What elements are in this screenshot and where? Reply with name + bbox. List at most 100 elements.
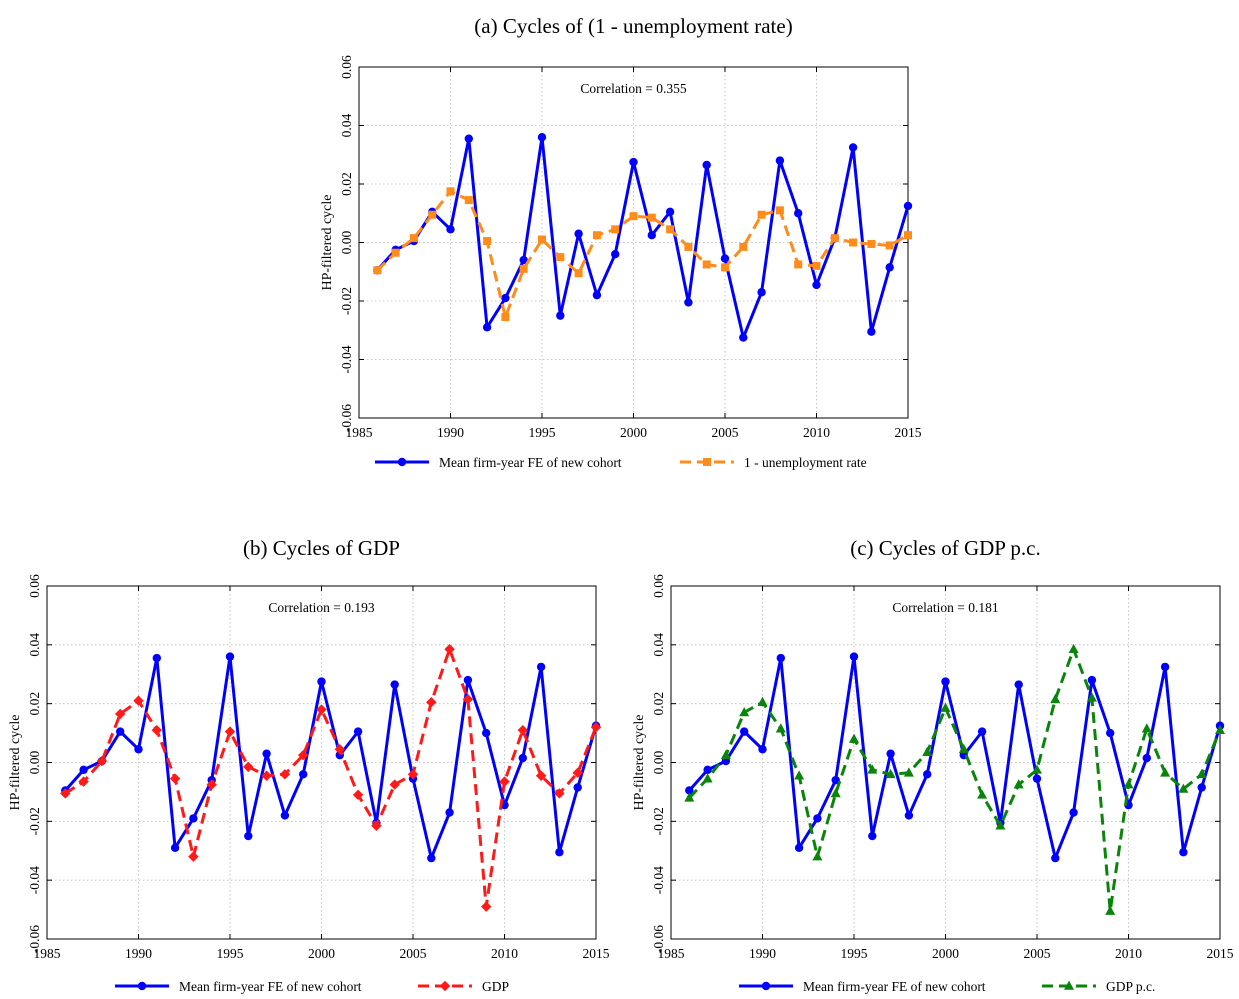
data-point-circle — [903, 201, 913, 211]
data-point-square — [428, 210, 437, 219]
data-point-circle — [518, 753, 527, 763]
data-point-diamond — [352, 789, 364, 801]
data-point-square — [666, 225, 675, 234]
data-point-circle — [758, 745, 767, 754]
data-point-circle — [703, 765, 712, 775]
data-point-triangle — [757, 696, 768, 706]
data-point-circle — [482, 323, 492, 332]
data-point-circle — [463, 675, 473, 685]
data-point-square — [830, 234, 839, 243]
data-point-circle — [299, 770, 308, 779]
x-tick-label: 1995 — [217, 946, 244, 961]
data-point-circle — [556, 311, 565, 320]
data-point-square — [391, 248, 400, 257]
data-point-diamond — [316, 704, 327, 715]
data-point-circle — [225, 652, 235, 661]
legend-label: Mean firm-year FE of new cohort — [179, 979, 362, 994]
data-point-diamond — [371, 820, 382, 831]
data-point-circle — [1069, 808, 1078, 817]
data-point-square — [812, 261, 821, 270]
y-tick-label: 0.00 — [339, 230, 354, 254]
data-point-circle — [849, 652, 859, 661]
legend-swatch-marker — [761, 981, 771, 991]
data-point-triangle — [849, 733, 859, 743]
data-point-triangle — [1178, 783, 1189, 793]
y-tick-label: 0.02 — [27, 692, 42, 716]
panel-unemployment: (a) Cycles of (1 - unemployment rate) -0.… — [320, 14, 922, 470]
y-tick-label: -0.02 — [27, 807, 42, 835]
data-point-diamond — [426, 696, 437, 708]
data-point-square — [501, 313, 510, 322]
data-point-circle — [170, 843, 180, 853]
data-point-triangle — [775, 723, 786, 733]
data-point-circle — [1051, 853, 1060, 863]
data-point-square — [684, 242, 693, 251]
y-tick-label: -0.04 — [27, 866, 42, 894]
data-point-circle — [1106, 728, 1115, 738]
data-point-triangle — [830, 787, 841, 798]
y-tick-label: 0.00 — [27, 750, 42, 774]
data-point-diamond — [151, 724, 162, 736]
data-point-triangle — [720, 749, 731, 759]
data-point-circle — [794, 209, 803, 218]
data-point-square — [611, 225, 620, 234]
data-point-circle — [79, 765, 88, 775]
data-point-circle — [812, 280, 821, 290]
data-point-diamond — [206, 779, 217, 790]
data-point-circle — [885, 263, 894, 272]
x-tick-label: 1995 — [529, 425, 556, 440]
data-point-square — [885, 241, 894, 250]
x-tick-label: 1990 — [125, 946, 152, 961]
plot-frame — [46, 585, 597, 940]
data-point-square — [519, 264, 528, 273]
data-point-circle — [611, 250, 620, 259]
data-point-circle — [555, 848, 564, 857]
data-point-circle — [390, 680, 399, 689]
data-point-circle — [280, 811, 290, 820]
x-tick-label: 2000 — [932, 946, 959, 961]
data-point-diamond — [572, 767, 583, 778]
data-point-circle — [977, 727, 987, 736]
plot-frame — [670, 585, 1221, 940]
x-tick-label: 2015 — [895, 425, 922, 440]
data-point-square — [867, 239, 876, 248]
data-point-triangle — [1160, 767, 1171, 777]
y-tick-label: 0.00 — [651, 750, 666, 774]
data-point-circle — [848, 143, 858, 152]
y-tick-label: 0.06 — [651, 574, 666, 598]
data-point-circle — [868, 831, 877, 841]
x-tick-label: 2015 — [583, 946, 610, 961]
legend-label: Mean firm-year FE of new cohort — [803, 979, 986, 994]
legend-label: GDP p.c. — [1106, 979, 1155, 994]
data-point-triangle — [885, 768, 896, 779]
series-line-diamond — [64, 647, 598, 909]
y-axis-label: HP-filtered cycle — [320, 194, 335, 290]
correlation-annotation: Correlation = 0.181 — [892, 600, 998, 615]
data-point-diamond — [279, 769, 291, 780]
data-point-diamond — [224, 726, 236, 737]
data-point-circle — [501, 293, 510, 303]
data-point-circle — [445, 808, 454, 817]
series-line-triangle — [688, 647, 1222, 913]
x-tick-label: 2005 — [712, 425, 739, 440]
data-point-square — [794, 260, 803, 269]
data-point-circle — [353, 727, 363, 736]
data-point-diamond — [60, 788, 71, 799]
data-point-diamond — [115, 708, 126, 720]
x-tick-label: 2015 — [1207, 946, 1234, 961]
data-point-circle — [537, 133, 547, 142]
y-axis-label: HP-filtered cycle — [632, 714, 647, 810]
data-point-diamond — [261, 770, 272, 781]
correlation-annotation: Correlation = 0.355 — [580, 81, 686, 96]
data-point-square — [647, 213, 656, 222]
x-tick-label: 1990 — [437, 425, 464, 440]
data-point-triangle — [1215, 724, 1225, 734]
data-point-circle — [904, 811, 914, 820]
y-tick-label: -0.02 — [339, 287, 354, 315]
plot-frame — [358, 66, 909, 419]
data-point-circle — [189, 814, 198, 823]
y-tick-label: 0.06 — [27, 574, 42, 598]
data-point-circle — [1032, 774, 1042, 783]
y-tick-label: -0.02 — [651, 807, 666, 835]
